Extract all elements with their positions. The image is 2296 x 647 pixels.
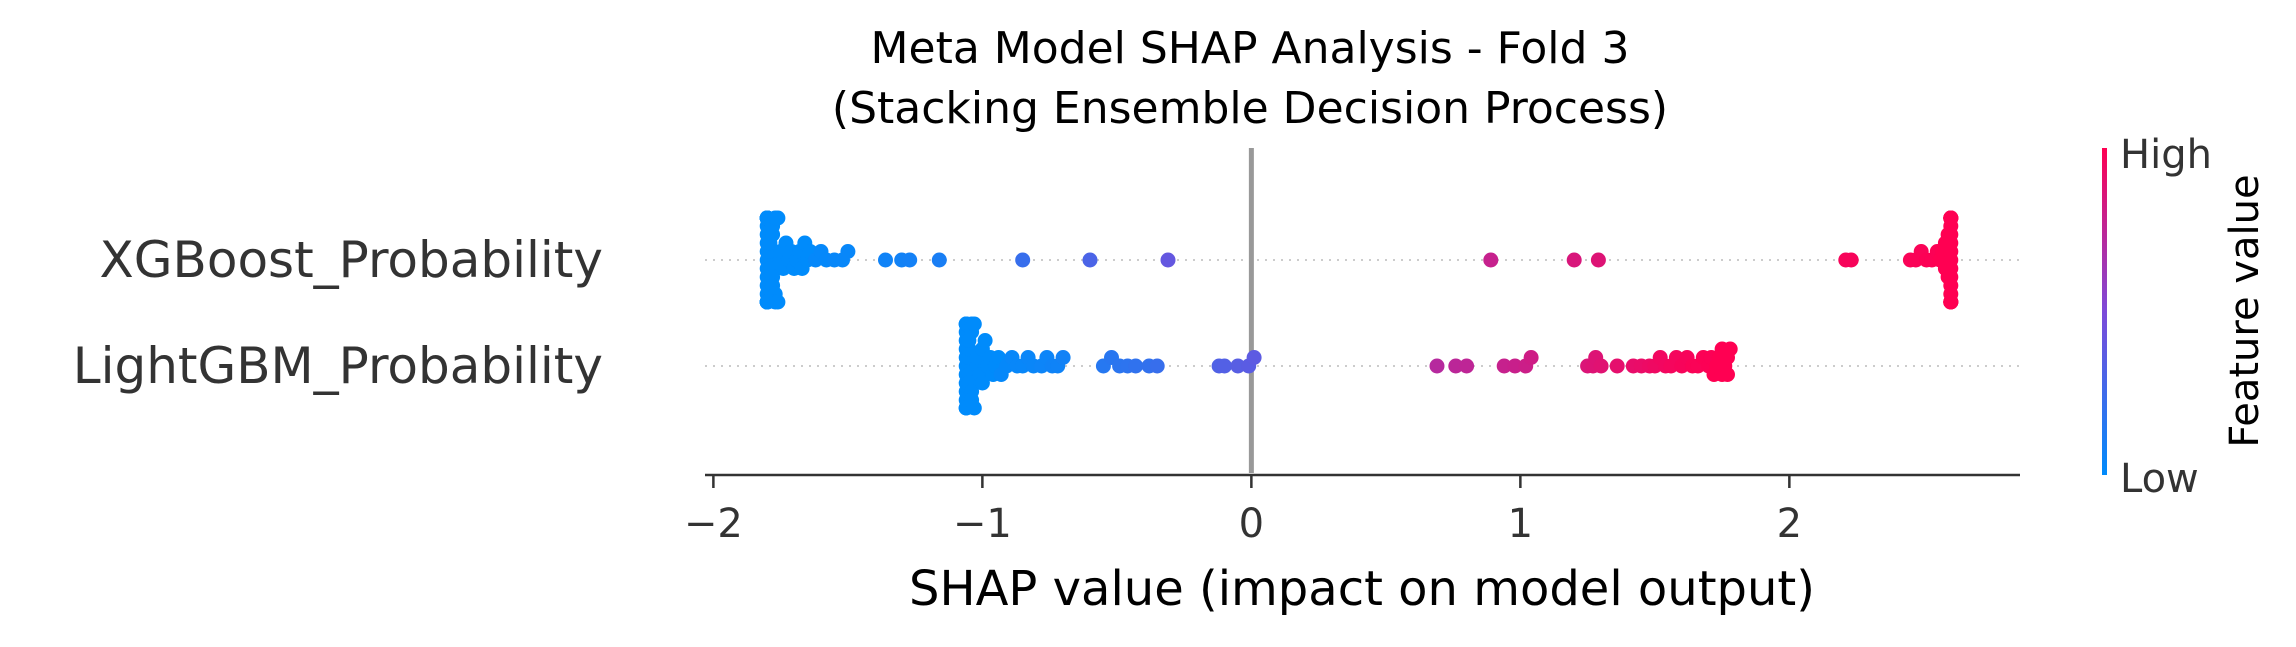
- shap-point: [902, 252, 918, 268]
- shap-point: [770, 210, 786, 226]
- colorbar-high-label: High: [2120, 132, 2212, 178]
- shap-point: [878, 252, 893, 268]
- x-axis-ticks: −2 −1 0 1 2: [684, 475, 1802, 547]
- shap-point: [1496, 358, 1512, 374]
- shap-point: [1566, 252, 1582, 268]
- colorbar-low-label: Low: [2120, 456, 2199, 502]
- x-tick-label: −1: [953, 501, 1012, 547]
- shap-point: [1015, 252, 1031, 268]
- shap-points: [759, 210, 1959, 416]
- shap-point: [1217, 358, 1232, 374]
- x-tick-label: 0: [1239, 501, 1264, 547]
- shap-point: [1590, 252, 1606, 268]
- shap-point: [1722, 341, 1738, 357]
- x-tick-label: 2: [1777, 501, 1802, 547]
- shap-point: [1459, 358, 1475, 374]
- feature-label: XGBoost_Probability: [100, 231, 603, 289]
- shap-point: [1149, 358, 1165, 374]
- chart-subtitle: (Stacking Ensemble Decision Process): [832, 83, 1668, 134]
- shap-point: [977, 333, 993, 348]
- shap-point: [840, 244, 856, 259]
- x-axis-label: SHAP value (impact on model output): [909, 561, 1815, 617]
- shap-point: [1943, 210, 1959, 226]
- shap-point: [1429, 358, 1445, 374]
- shap-point: [1055, 350, 1071, 365]
- shap-point: [1246, 350, 1262, 365]
- x-tick-label: 1: [1508, 501, 1533, 547]
- shap-point: [1720, 367, 1735, 382]
- shap-point: [931, 252, 947, 268]
- shap-point: [1082, 252, 1098, 268]
- shap-point: [1593, 358, 1609, 374]
- shap-point: [1483, 252, 1499, 268]
- shap-point: [1943, 294, 1959, 310]
- shap-point: [1507, 358, 1523, 374]
- row-gridlines: [705, 259, 2020, 367]
- shap-point: [1448, 358, 1464, 374]
- shap-point: [1523, 350, 1539, 365]
- shap-point: [1128, 358, 1144, 374]
- chart-title: Meta Model SHAP Analysis - Fold 3: [871, 23, 1630, 74]
- feature-label: LightGBM_Probability: [73, 337, 603, 395]
- colorbar-title: Feature value: [2222, 174, 2268, 447]
- x-tick-label: −2: [684, 501, 743, 547]
- shap-point: [966, 316, 982, 332]
- shap-point: [966, 400, 982, 416]
- shap-point: [1609, 358, 1625, 374]
- feature-labels: XGBoost_Probability LightGBM_Probability: [73, 231, 603, 395]
- shap-point: [1160, 252, 1176, 268]
- shap-point: [770, 294, 786, 310]
- shap-point: [974, 375, 990, 391]
- colorbar: [2102, 148, 2107, 475]
- shap-point: [1843, 252, 1859, 268]
- shap-point: [1230, 358, 1246, 374]
